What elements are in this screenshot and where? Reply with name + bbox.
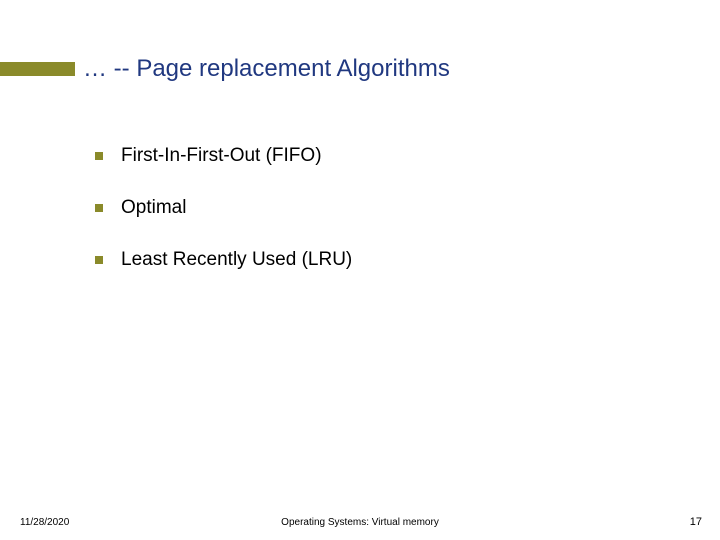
list-item: First-In-First-Out (FIFO): [95, 145, 352, 167]
bullet-label: Least Recently Used (LRU): [121, 249, 352, 271]
bullet-label: Optimal: [121, 197, 186, 219]
square-bullet-icon: [95, 256, 103, 264]
slide-footer: 11/28/2020 Operating Systems: Virtual me…: [0, 508, 720, 528]
footer-subject: Operating Systems: Virtual memory: [0, 517, 720, 528]
list-item: Optimal: [95, 197, 352, 219]
list-item: Least Recently Used (LRU): [95, 249, 352, 271]
bullet-label: First-In-First-Out (FIFO): [121, 145, 322, 167]
slide-title-block: … -- Page replacement Algorithms: [0, 55, 450, 83]
title-accent-bar: [0, 62, 75, 76]
bullet-list: First-In-First-Out (FIFO) Optimal Least …: [95, 145, 352, 301]
square-bullet-icon: [95, 152, 103, 160]
footer-page-number: 17: [690, 516, 702, 528]
slide-title: … -- Page replacement Algorithms: [83, 55, 450, 83]
square-bullet-icon: [95, 204, 103, 212]
